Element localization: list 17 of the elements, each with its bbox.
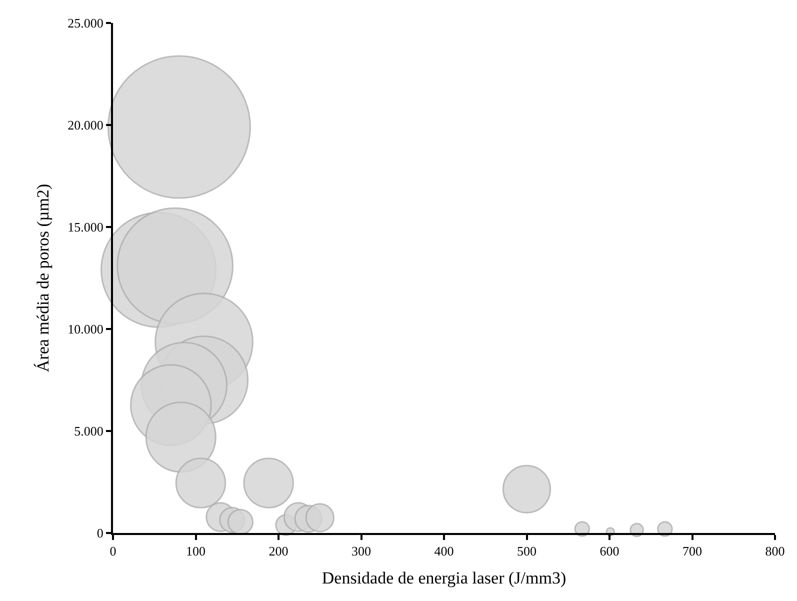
x-tick-label: 200 (268, 544, 288, 559)
x-tick-label: 500 (517, 544, 536, 559)
y-tick-label: 0 (96, 526, 104, 541)
x-tick-label: 700 (682, 544, 702, 559)
x-tick-label: 300 (352, 544, 371, 559)
y-tick-label: 25.000 (68, 16, 104, 31)
y-tick-label: 5.000 (74, 424, 104, 439)
x-tick-label: 100 (186, 544, 206, 559)
x-tick-label: 0 (110, 544, 116, 559)
y-tick-label: 20.000 (68, 118, 104, 133)
x-tick-label: 400 (434, 544, 454, 559)
x-tick-label: 800 (765, 544, 785, 559)
x-tick-label: 600 (600, 544, 620, 559)
y-tick-label: 10.000 (68, 322, 104, 337)
x-axis-title: Densidade de energia laser (J/mm3) (322, 568, 566, 588)
y-axis-title: Área média de poros (µm2) (34, 184, 53, 372)
y-tick-label: 15.000 (68, 220, 104, 235)
